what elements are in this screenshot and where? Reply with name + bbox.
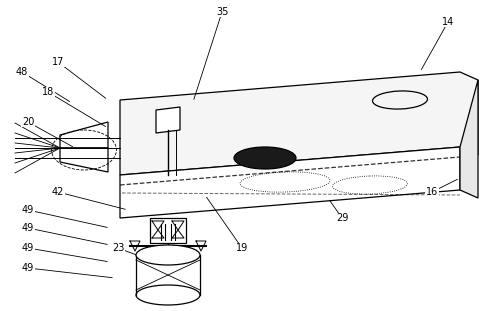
Text: 29: 29 <box>336 213 348 223</box>
Text: 42: 42 <box>52 187 64 197</box>
Polygon shape <box>460 80 478 198</box>
Text: 20: 20 <box>22 117 34 127</box>
Text: 48: 48 <box>16 67 28 77</box>
Text: 16: 16 <box>426 187 438 197</box>
Text: 49: 49 <box>22 205 34 215</box>
Polygon shape <box>156 107 180 133</box>
Polygon shape <box>120 147 460 218</box>
Text: 49: 49 <box>22 263 34 273</box>
Ellipse shape <box>136 245 200 265</box>
Text: 19: 19 <box>236 243 248 253</box>
Polygon shape <box>150 218 186 243</box>
Text: 17: 17 <box>52 57 64 67</box>
Text: 35: 35 <box>216 7 228 17</box>
Text: 18: 18 <box>42 87 54 97</box>
Text: 14: 14 <box>442 17 454 27</box>
Polygon shape <box>120 72 478 175</box>
Text: 49: 49 <box>22 223 34 233</box>
Text: 49: 49 <box>22 243 34 253</box>
Text: 23: 23 <box>112 243 124 253</box>
Ellipse shape <box>234 147 296 169</box>
